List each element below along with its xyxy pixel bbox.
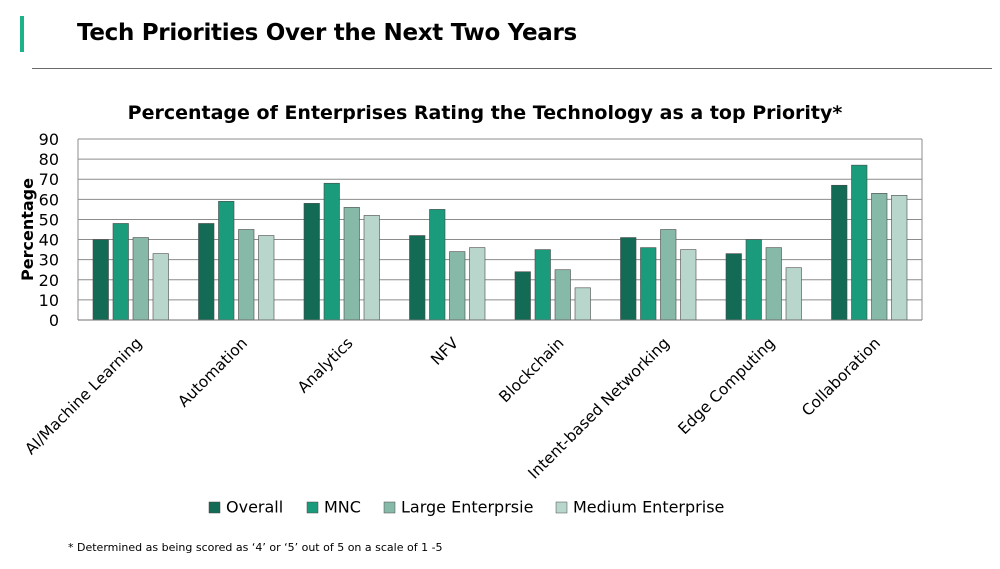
legend-label: Medium Enterprise (573, 498, 724, 517)
bar (449, 251, 466, 321)
bar (514, 271, 531, 321)
bar (92, 239, 109, 321)
y-tick-label: 20 (39, 271, 59, 290)
bar (620, 237, 637, 321)
x-tick-label: NFV (427, 334, 462, 369)
bar (303, 203, 320, 321)
x-tick-label: Collaboration (798, 334, 884, 420)
x-tick-label: Analytics (294, 334, 357, 397)
bar (891, 195, 908, 321)
bar (152, 253, 169, 321)
bar (534, 249, 551, 321)
y-tick-label: 0 (49, 311, 59, 330)
legend-swatch (306, 501, 319, 514)
bar (218, 201, 235, 321)
legend-swatch (555, 501, 568, 514)
chart-title: Percentage of Enterprises Rating the Tec… (128, 102, 843, 124)
bar (745, 239, 762, 321)
bar (363, 215, 380, 321)
y-tick-label: 60 (39, 190, 59, 209)
legend-swatch (208, 501, 221, 514)
y-tick-label: 80 (39, 150, 59, 169)
legend-label: MNC (324, 498, 361, 517)
bar (554, 269, 571, 321)
bar (469, 247, 486, 321)
x-tick-label: Blockchain (496, 334, 568, 406)
page-title: Tech Priorities Over the Next Two Years (77, 20, 577, 46)
bar (871, 193, 888, 321)
y-tick-label: 30 (39, 251, 59, 270)
y-axis-label: Percentage (18, 178, 37, 281)
y-tick-label: 40 (39, 231, 59, 250)
y-tick-label: 50 (39, 210, 59, 229)
x-tick-label: Edge Computing (675, 334, 779, 438)
bar (765, 247, 782, 321)
bar (238, 229, 255, 321)
legend-label: Overall (226, 498, 283, 517)
bar (409, 235, 426, 321)
bar (831, 184, 848, 321)
bar (640, 247, 657, 321)
bar (680, 249, 697, 321)
bar (132, 237, 149, 321)
x-tick-label: Automation (175, 334, 252, 411)
bar (343, 207, 360, 321)
y-tick-label: 90 (39, 130, 59, 149)
bar (574, 287, 591, 321)
legend-swatch (383, 501, 396, 514)
legend-label: Large Enterprsie (401, 498, 533, 517)
bar (112, 223, 129, 321)
bar (725, 253, 742, 321)
y-tick-label: 10 (39, 291, 59, 310)
x-tick-label: AI/Machine Learning (21, 334, 145, 458)
bar (785, 267, 802, 321)
bar (660, 229, 677, 321)
title-accent-bar (20, 16, 24, 52)
y-tick-label: 70 (39, 170, 59, 189)
bar (323, 182, 340, 321)
footnote: * Determined as being scored as ‘4’ or ‘… (68, 541, 443, 554)
bar (198, 223, 215, 321)
bar (258, 235, 275, 321)
title-divider (32, 68, 992, 69)
bar (851, 164, 868, 321)
bar (429, 209, 446, 321)
